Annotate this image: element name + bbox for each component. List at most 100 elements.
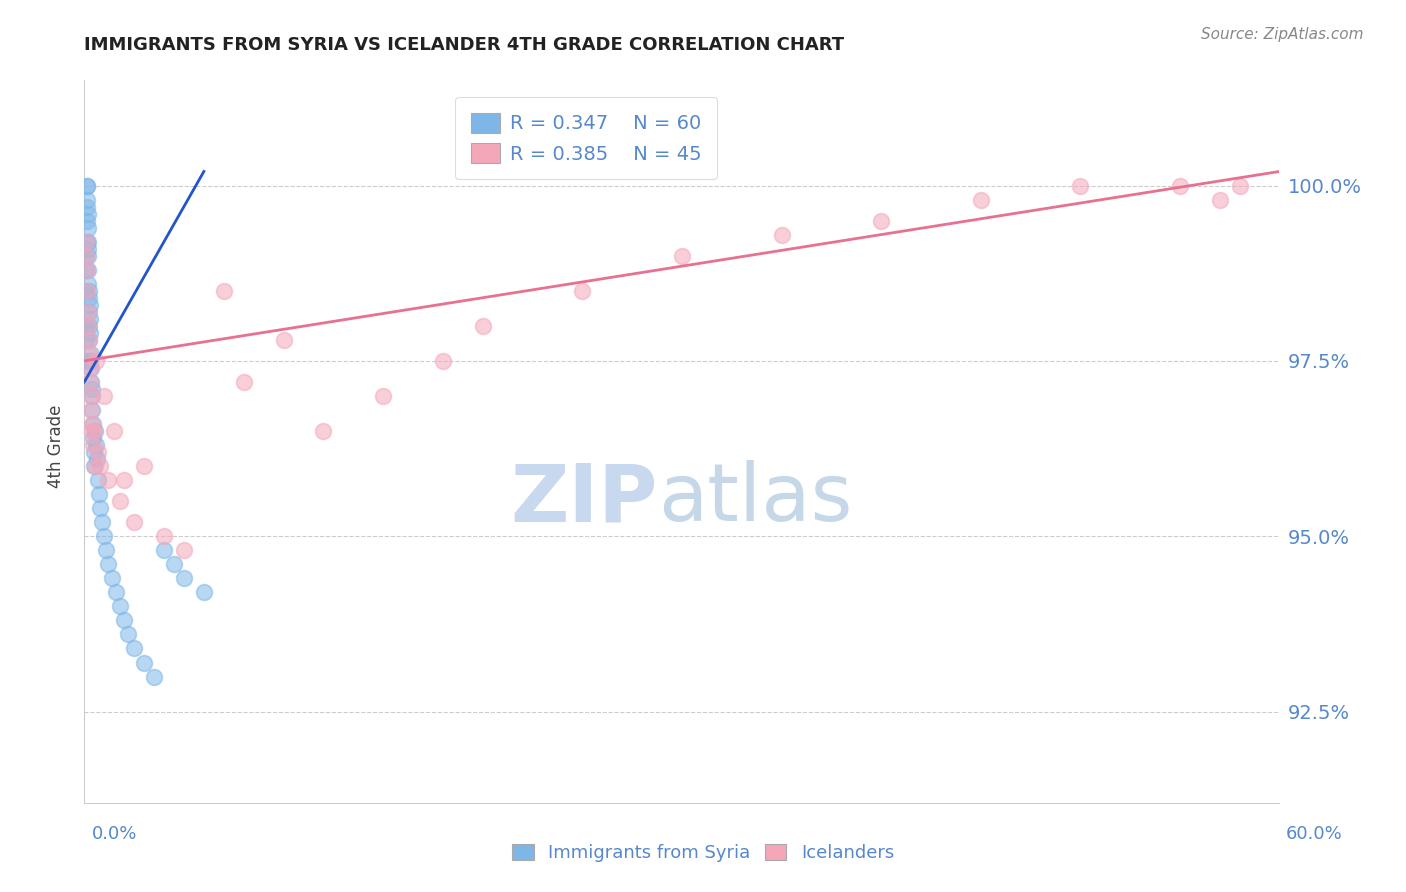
Point xyxy=(105,585,128,599)
Point xyxy=(87,473,110,487)
Point xyxy=(80,403,103,417)
Point xyxy=(77,318,100,333)
Point xyxy=(76,193,98,207)
Point xyxy=(80,389,103,403)
Point xyxy=(91,515,114,529)
Point xyxy=(76,200,98,214)
Point xyxy=(1168,178,1191,193)
Point xyxy=(122,515,145,529)
Point xyxy=(86,354,108,368)
Point xyxy=(471,318,494,333)
Point xyxy=(75,333,97,347)
Point xyxy=(77,305,100,319)
Point xyxy=(96,543,118,558)
Point xyxy=(432,354,454,368)
Point xyxy=(79,311,101,326)
Point xyxy=(84,424,107,438)
Point xyxy=(75,249,97,263)
Text: Source: ZipAtlas.com: Source: ZipAtlas.com xyxy=(1201,27,1364,42)
Point xyxy=(232,375,254,389)
Point xyxy=(93,389,115,403)
Point xyxy=(153,529,176,543)
Point xyxy=(132,656,156,670)
Point xyxy=(77,305,100,319)
Point xyxy=(77,291,100,305)
Point xyxy=(76,220,98,235)
Point xyxy=(83,445,105,459)
Point xyxy=(112,614,135,628)
Point xyxy=(93,529,115,543)
Point xyxy=(671,249,693,263)
Point xyxy=(173,571,195,585)
Point xyxy=(77,318,100,333)
Point xyxy=(101,571,124,585)
Point xyxy=(79,333,101,347)
Point xyxy=(103,424,125,438)
Point xyxy=(84,459,107,474)
Point xyxy=(83,424,105,438)
Point xyxy=(80,347,103,361)
Point xyxy=(79,360,101,375)
Point xyxy=(89,487,111,501)
Point xyxy=(79,284,101,298)
Point xyxy=(312,424,335,438)
Point xyxy=(86,438,108,452)
Point xyxy=(79,298,101,312)
Point xyxy=(1209,193,1232,207)
Point xyxy=(75,284,97,298)
Point xyxy=(132,459,156,474)
Point xyxy=(82,438,104,452)
Point xyxy=(87,445,110,459)
Point xyxy=(110,494,132,508)
Point xyxy=(82,424,104,438)
Point xyxy=(97,473,120,487)
Point xyxy=(1229,178,1251,193)
Point xyxy=(86,452,108,467)
Point xyxy=(82,403,104,417)
Point xyxy=(212,284,235,298)
Text: 4th Grade: 4th Grade xyxy=(48,404,65,488)
Legend: R = 0.347    N = 60, R = 0.385    N = 45: R = 0.347 N = 60, R = 0.385 N = 45 xyxy=(456,97,717,179)
Point xyxy=(77,242,100,256)
Text: IMMIGRANTS FROM SYRIA VS ICELANDER 4TH GRADE CORRELATION CHART: IMMIGRANTS FROM SYRIA VS ICELANDER 4TH G… xyxy=(84,36,845,54)
Point xyxy=(75,249,97,263)
Point xyxy=(76,235,98,249)
Point xyxy=(75,235,97,249)
Point xyxy=(77,262,100,277)
Point xyxy=(76,178,98,193)
Point xyxy=(870,213,893,227)
Text: ZIP: ZIP xyxy=(510,460,658,539)
Text: atlas: atlas xyxy=(658,460,852,539)
Point xyxy=(1069,178,1091,193)
Point xyxy=(80,389,103,403)
Point xyxy=(77,277,100,291)
Text: 0.0%: 0.0% xyxy=(91,825,136,843)
Point xyxy=(76,284,98,298)
Point xyxy=(80,360,103,375)
Point xyxy=(82,431,104,445)
Point xyxy=(76,262,98,277)
Point xyxy=(79,375,101,389)
Point xyxy=(117,627,139,641)
Point xyxy=(79,347,101,361)
Point xyxy=(122,641,145,656)
Point xyxy=(80,375,103,389)
Point xyxy=(82,417,104,431)
Point xyxy=(79,354,101,368)
Point xyxy=(163,558,186,572)
Point xyxy=(110,599,132,614)
Point xyxy=(83,459,105,474)
Point xyxy=(143,669,166,683)
Point xyxy=(970,193,993,207)
Point xyxy=(273,333,295,347)
Point xyxy=(97,558,120,572)
Point xyxy=(77,249,100,263)
Point xyxy=(75,354,97,368)
Point xyxy=(76,213,98,227)
Point xyxy=(770,227,793,242)
Point xyxy=(75,262,97,277)
Text: 60.0%: 60.0% xyxy=(1286,825,1343,843)
Point xyxy=(76,206,98,220)
Point xyxy=(77,333,100,347)
Point xyxy=(89,501,111,516)
